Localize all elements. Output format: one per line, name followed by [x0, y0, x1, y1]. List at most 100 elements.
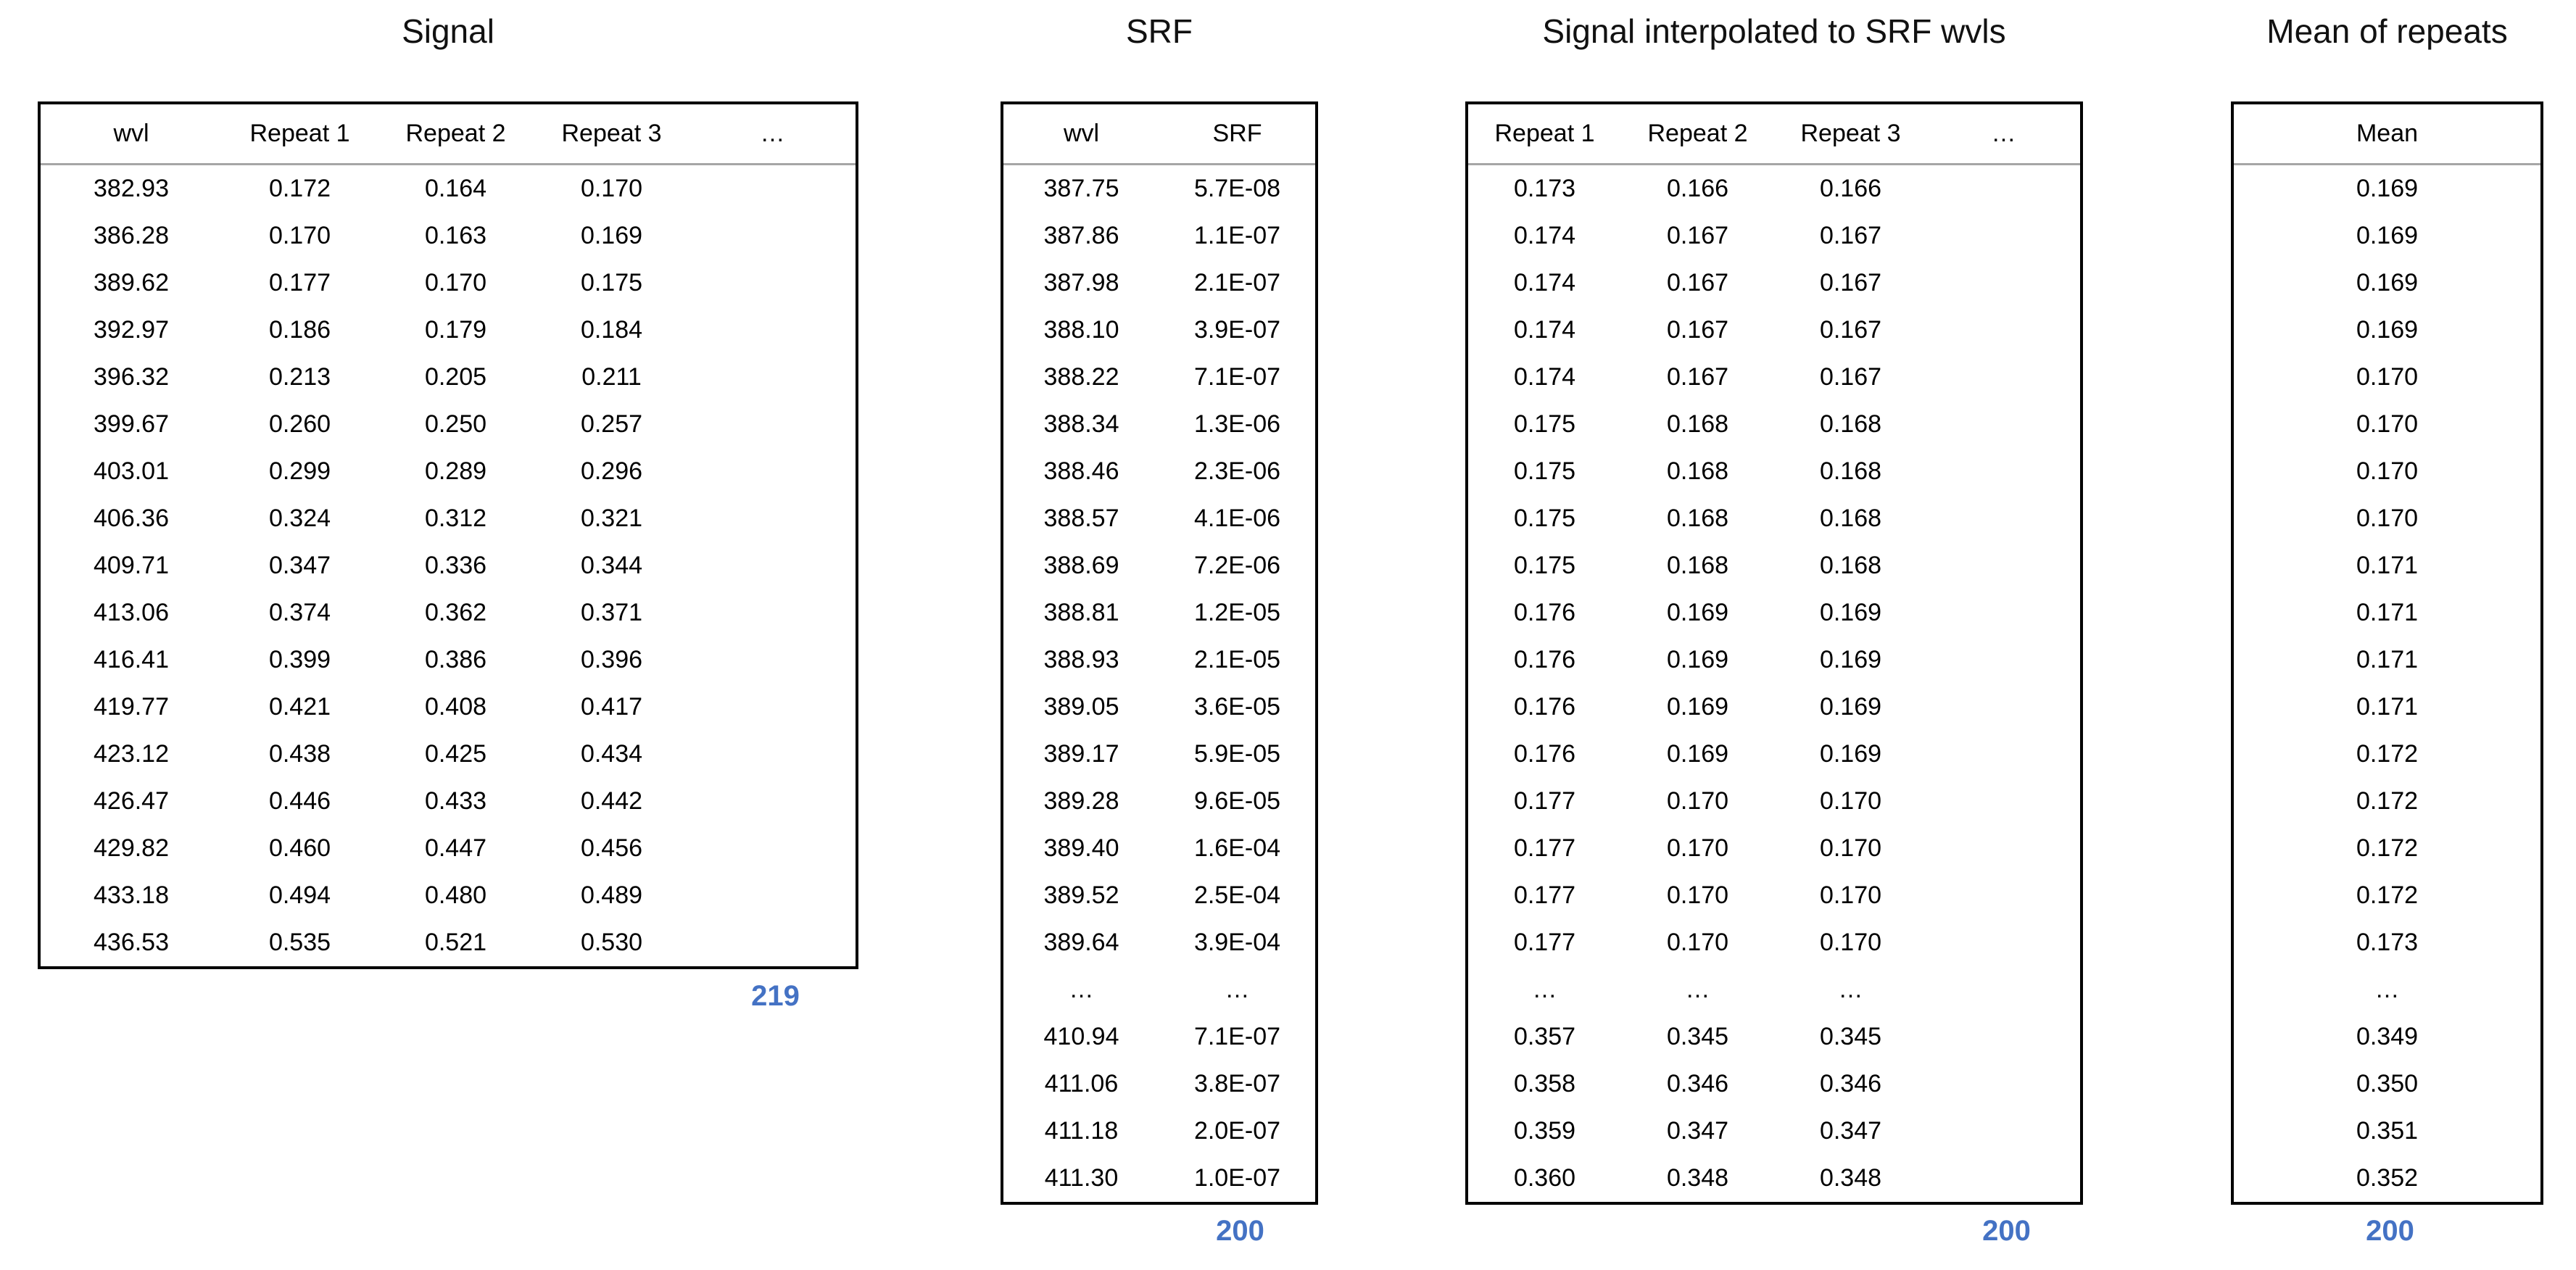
table-cell: 419.77	[94, 693, 169, 721]
table-cell: 413.06	[94, 599, 169, 626]
table-cell: 0.169	[1819, 646, 1882, 673]
table-cell: 403.01	[94, 457, 169, 485]
table-cell: 0.535	[268, 929, 331, 956]
row-count-label: 200	[2366, 1215, 2414, 1247]
table-cell: 0.167	[1819, 363, 1882, 391]
table-cell: 387.86	[1043, 222, 1119, 249]
table-row: ……	[1003, 966, 1315, 1013]
table-cell: 0.312	[424, 505, 487, 532]
table-cell: 0.348	[1666, 1164, 1729, 1192]
table-row: 0.170	[2234, 495, 2540, 542]
table-cell: 0.489	[580, 881, 643, 909]
table-cell: 0.167	[1666, 269, 1729, 296]
table-cell: 409.71	[94, 552, 169, 579]
table-cell: 388.69	[1043, 552, 1119, 579]
table-cell: 389.28	[1043, 787, 1119, 815]
table-cell: 0.169	[580, 222, 643, 249]
table-row: ………	[1468, 966, 2080, 1013]
table-cell: 0.347	[1819, 1117, 1882, 1145]
table-cell: 0.177	[1513, 834, 1576, 862]
table-row: 0.172	[2234, 825, 2540, 872]
table-cell: 0.347	[268, 552, 331, 579]
table-row: 388.10 3.9E-07	[1003, 307, 1315, 354]
table-cell: 0.168	[1819, 410, 1882, 438]
table-row: 0.177 0.170 0.170	[1468, 919, 2080, 966]
table-cell: 0.260	[268, 410, 331, 438]
table-title-signal: Signal	[402, 12, 494, 50]
table-cell: 4.1E-06	[1193, 505, 1281, 532]
table-row: 389.52 2.5E-04	[1003, 872, 1315, 919]
table-cell: 0.177	[1513, 787, 1576, 815]
table-cell: 388.81	[1043, 599, 1119, 626]
table-cell: 0.172	[2356, 834, 2419, 862]
table-row: 399.67 0.260 0.250 0.257	[41, 401, 856, 448]
table-row: 0.351	[2234, 1108, 2540, 1155]
table-cell: 0.169	[1819, 599, 1882, 626]
table-cell: 0.344	[580, 552, 643, 579]
table-cell: 0.167	[1666, 222, 1729, 249]
table-cell: 0.174	[1513, 222, 1576, 249]
table-row: …	[2234, 966, 2540, 1013]
table-cell: 389.05	[1043, 693, 1119, 721]
table-cell: 389.17	[1043, 740, 1119, 768]
table-cell: 0.438	[268, 740, 331, 768]
table-cell: 0.167	[1819, 269, 1882, 296]
table-cell: 0.169	[1819, 693, 1882, 721]
table-cell: 426.47	[94, 787, 169, 815]
table-title-srf: SRF	[1126, 12, 1193, 50]
table-cell: 0.205	[424, 363, 487, 391]
table-cell: 388.22	[1043, 363, 1119, 391]
table-cell: 0.176	[1513, 693, 1576, 721]
table-cell: 406.36	[94, 505, 169, 532]
table-row: 0.357 0.345 0.345	[1468, 1013, 2080, 1061]
header-row: Repeat 1 Repeat 2 Repeat 3…	[1468, 104, 2080, 165]
table-cell: 0.480	[424, 881, 487, 909]
table-cell: 3.8E-07	[1193, 1070, 1281, 1097]
table-cell: …	[1532, 976, 1557, 1003]
table-cell: 388.34	[1043, 410, 1119, 438]
table-cell: 0.350	[2356, 1070, 2419, 1097]
table-cell: 0.352	[2356, 1164, 2419, 1192]
table-row: 387.75 5.7E-08	[1003, 165, 1315, 212]
table-cell: 0.170	[2356, 410, 2419, 438]
table-row: 0.177 0.170 0.170	[1468, 872, 2080, 919]
table-cell: 0.169	[1666, 740, 1729, 768]
table-cell: 387.75	[1043, 175, 1119, 202]
table-row: 403.01 0.299 0.289 0.296	[41, 448, 856, 495]
signal-section: Signal wvl Repeat 1 Repeat 2 Repeat 3 … 382.9…	[38, 0, 858, 1270]
interpolated-table: Repeat 1 Repeat 2 Repeat 3 … 0.173 0.166 0.166…	[1465, 101, 2083, 1205]
table-cell: 2.1E-07	[1193, 269, 1281, 296]
table-row: 413.06 0.374 0.362 0.371	[41, 589, 856, 636]
table-row: 387.98 2.1E-07	[1003, 260, 1315, 307]
table-cell: 382.93	[94, 175, 169, 202]
table-row: 0.173 0.166 0.166	[1468, 165, 2080, 212]
table-row: 0.170	[2234, 401, 2540, 448]
table-cell: 0.358	[1513, 1070, 1576, 1097]
table-row: 389.17 5.9E-05	[1003, 731, 1315, 778]
table-cell: 0.173	[2356, 929, 2419, 956]
table-cell: 0.168	[1666, 410, 1729, 438]
table-cell: 0.166	[1666, 175, 1729, 202]
table-row: 387.86 1.1E-07	[1003, 212, 1315, 260]
table-cell: 0.173	[1513, 175, 1576, 202]
table-cell: 0.494	[268, 881, 331, 909]
table-row: 419.77 0.421 0.408 0.417	[41, 684, 856, 731]
header-row: Mean	[2234, 104, 2540, 165]
table-cell: 0.175	[580, 269, 643, 296]
table-cell: 0.433	[424, 787, 487, 815]
table-cell: 0.399	[268, 646, 331, 673]
table-cell: 433.18	[94, 881, 169, 909]
table-cell: 0.348	[1819, 1164, 1882, 1192]
table-row: 411.18 2.0E-07	[1003, 1108, 1315, 1155]
table-cell: 387.98	[1043, 269, 1119, 296]
srf-table: wvl SRF 387.75 5.7E-08 387.86 1.1E-07 387.98 2.…	[1001, 101, 1318, 1205]
table-cell: 0.175	[1513, 457, 1576, 485]
header-row: wvl SRF	[1003, 104, 1315, 165]
table-row: 0.172	[2234, 872, 2540, 919]
table-cell: 0.167	[1819, 316, 1882, 344]
table-cell: 0.175	[1513, 552, 1576, 579]
table-row: 0.176 0.169 0.169	[1468, 731, 2080, 778]
table-cell: 0.168	[1666, 505, 1729, 532]
table-cell: 1.1E-07	[1193, 222, 1281, 249]
